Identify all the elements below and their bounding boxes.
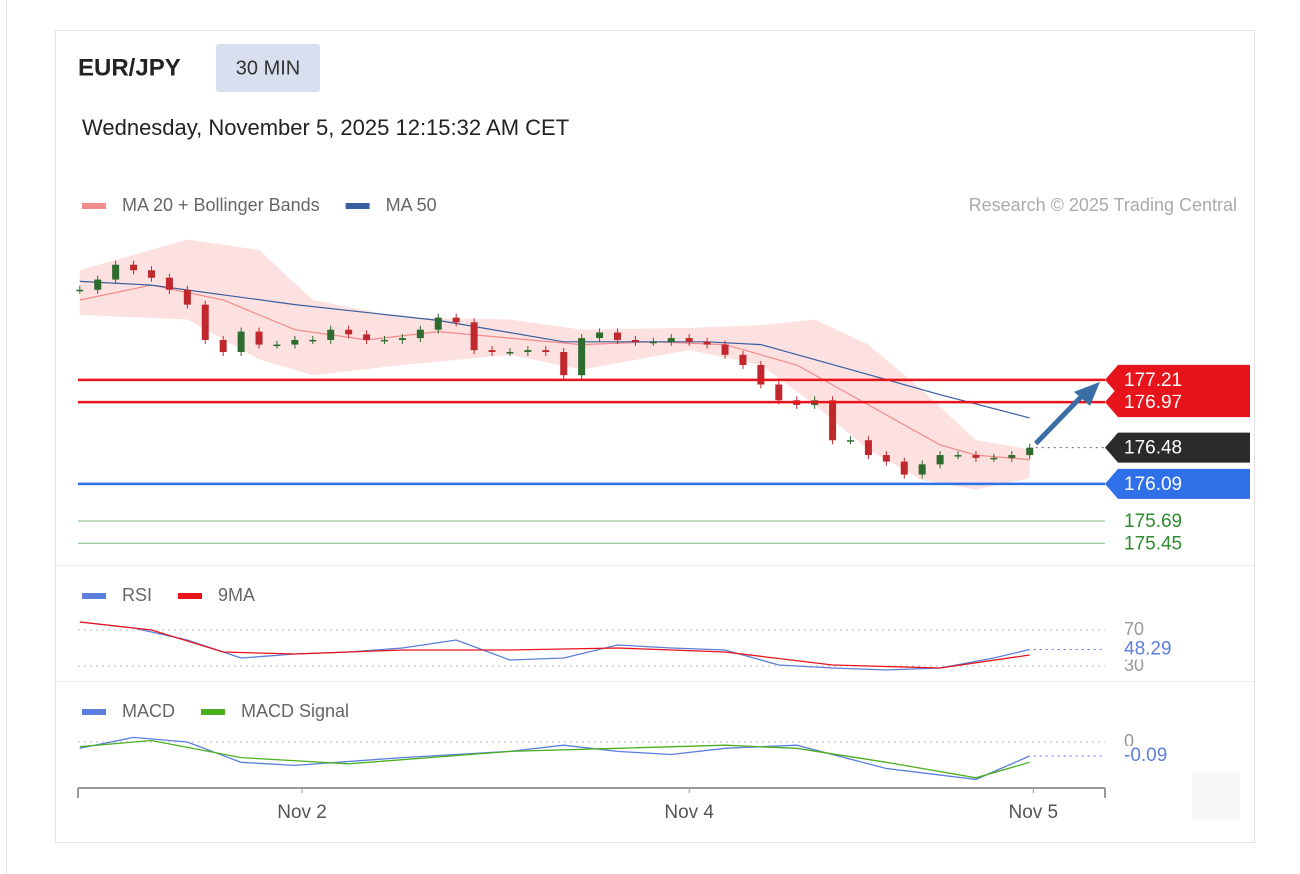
candle-body [434,317,442,330]
candle-body [506,352,514,354]
candle-body [452,317,460,323]
indicator-line [79,739,1030,779]
level-label: 177.21 [1124,370,1182,391]
legend-swatch [82,593,106,599]
legend-label: MA 50 [386,195,437,215]
candle-body [112,264,120,280]
y-tick-label: 70 [1124,619,1144,639]
candle-body [685,338,693,342]
bollinger-band [79,239,1030,490]
candle-body [631,339,639,342]
candle-body [703,341,711,345]
target-arrow [1033,392,1086,446]
candle-body [972,455,980,458]
candle-body [578,338,586,376]
y-tick-label: 30 [1124,655,1144,675]
candle-body [309,339,317,342]
candle-body [165,277,173,290]
label-backdrop [1120,746,1180,767]
candle-body [900,461,908,475]
level-tag [1105,432,1250,463]
level-label: 176.09 [1124,474,1182,495]
indicator-line [79,621,1030,669]
candle-body [398,338,406,340]
candle-body [882,455,890,462]
symbol: EUR/JPY [78,54,181,81]
level-label: 175.45 [1124,533,1182,554]
credit: Research © 2025 Trading Central [969,195,1237,215]
legend-swatch [201,709,225,715]
candle-body [291,339,299,345]
candle-body [846,440,854,442]
candle-body [470,322,478,351]
indicator-line [79,621,1030,671]
legend-swatch [82,709,106,715]
target-arrowhead [1074,381,1100,406]
candle-body [918,464,926,475]
candle-body [255,331,263,345]
interval-badge[interactable] [216,44,320,92]
candle-body [201,304,209,340]
x-tick-label: Nov 2 [277,802,327,823]
legend-label: MACD [122,701,175,721]
candle-body [739,354,747,365]
candle-body [345,329,353,335]
y-tick-label: 0 [1124,731,1134,751]
level-label: 175.69 [1124,511,1182,532]
legend-label: MACD Signal [241,701,349,721]
candle-body [990,457,998,460]
candle-body [864,440,872,456]
candle-body [721,344,729,355]
level-tag [1105,364,1250,395]
candle-body [649,341,657,344]
candle-body [954,455,962,457]
candle-body [560,352,568,376]
indicator-line [79,736,1030,781]
card [55,30,1255,843]
legend-label: RSI [122,585,152,605]
candle-body [380,339,388,342]
level-label: 176.97 [1124,392,1182,413]
candle-body [363,334,371,340]
candle-body [936,455,944,465]
candle-body [237,331,245,352]
candle-body [1026,447,1034,456]
legend-label: 9MA [218,585,255,605]
candle-body [327,329,335,340]
candle-body [130,264,138,271]
last-value-label: -0.09 [1124,745,1167,766]
candle-body [596,332,604,339]
candle-body [273,344,281,347]
x-tick-label: Nov 5 [1008,802,1058,823]
candle-body [542,350,550,352]
level-label: 176.48 [1124,438,1182,459]
corner-button[interactable] [1192,772,1240,820]
candle-body [524,350,532,352]
candle-body [94,279,102,290]
candle-body [416,329,424,339]
timestamp: Wednesday, November 5, 2025 12:15:32 AM … [82,115,569,140]
legend-swatch [345,203,370,209]
candle-body [219,339,227,352]
candle-body [757,365,765,385]
candle-body [1008,455,1016,458]
candle-body [183,289,191,305]
candle-body [76,289,84,292]
last-value-label: 48.29 [1124,639,1172,660]
interval[interactable]: 30 MIN [236,57,300,79]
x-tick-label: Nov 4 [664,802,714,823]
legend-swatch [178,593,203,599]
candle-body [613,332,621,340]
candle-body [775,384,783,401]
level-tag [1105,468,1250,499]
label-backdrop [1120,639,1180,660]
candle-body [667,338,675,342]
legend-swatch [82,203,106,209]
candle-body [829,400,837,441]
candle-body [147,270,155,278]
candle-body [488,350,496,352]
legend-label: MA 20 + Bollinger Bands [122,195,320,215]
